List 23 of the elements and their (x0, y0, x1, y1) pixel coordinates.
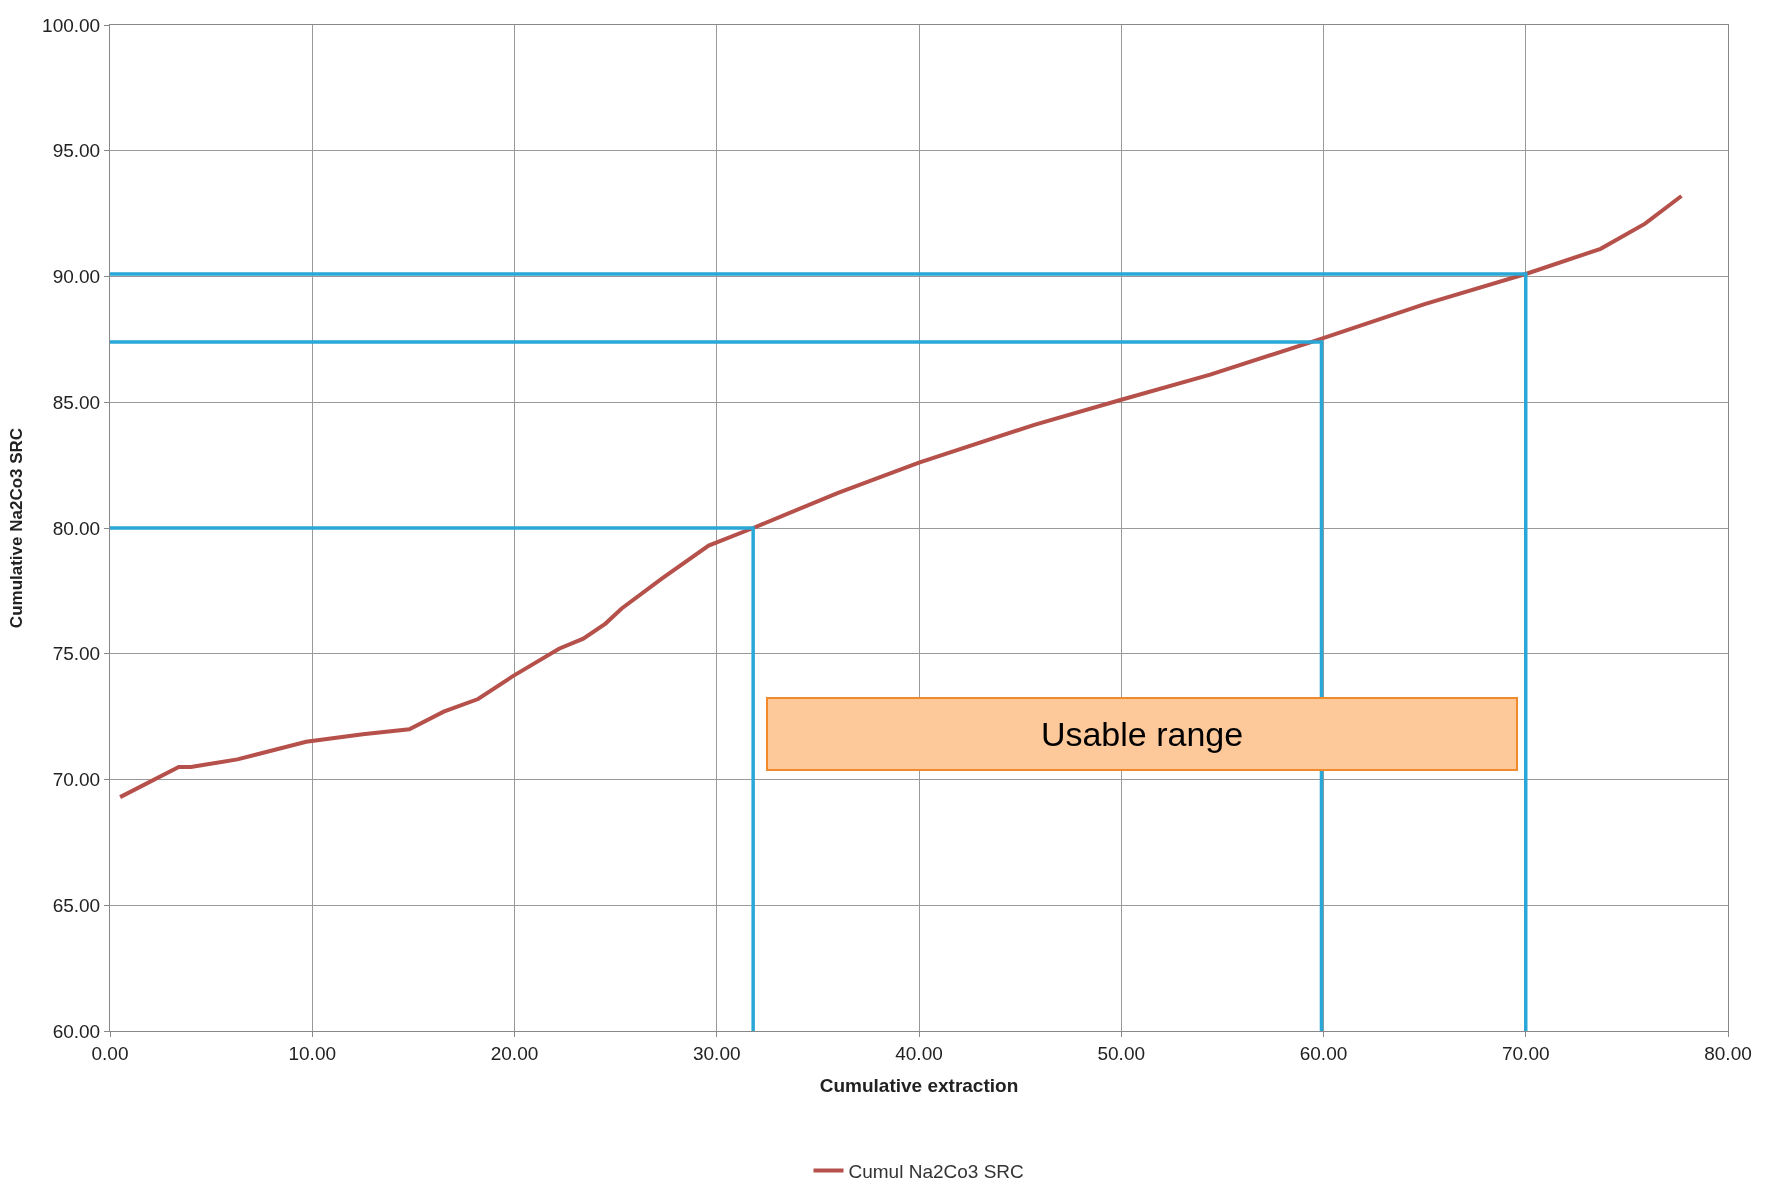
x-tick-label: 50.00 (1097, 1042, 1146, 1064)
y-tick-label: 90.00 (52, 266, 101, 288)
y-tick-label: 85.00 (52, 391, 101, 413)
x-tick-label: 80.00 (1704, 1042, 1752, 1064)
x-tick-label: 60.00 (1299, 1042, 1348, 1064)
y-tick-label: 95.00 (52, 140, 101, 162)
x-tick-label: 70.00 (1501, 1042, 1550, 1064)
y-tick-label: 70.00 (52, 769, 101, 791)
y-tick-label: 75.00 (52, 643, 101, 665)
y-tick-label: 80.00 (52, 517, 101, 539)
y-tick-label: 65.00 (52, 894, 101, 916)
x-tick-label: 20.00 (490, 1042, 539, 1064)
annotation: Usable range (1040, 715, 1244, 753)
y-tick-label: 100.00 (42, 14, 101, 36)
x-tick-label: 30.00 (692, 1042, 741, 1064)
legend-label: Cumul Na2Co3 SRC (848, 1160, 1024, 1182)
x-axis-title: Cumulative extraction (819, 1074, 1019, 1096)
y-axis-title: Cumulative Na2Co3 SRC (6, 427, 26, 629)
y-tick-label: 60.00 (52, 1020, 101, 1042)
x-tick-label: 40.00 (895, 1042, 943, 1064)
x-tick-label: 0.00 (91, 1042, 129, 1064)
x-tick-label: 10.00 (288, 1042, 337, 1064)
line-series (118, 194, 1684, 800)
